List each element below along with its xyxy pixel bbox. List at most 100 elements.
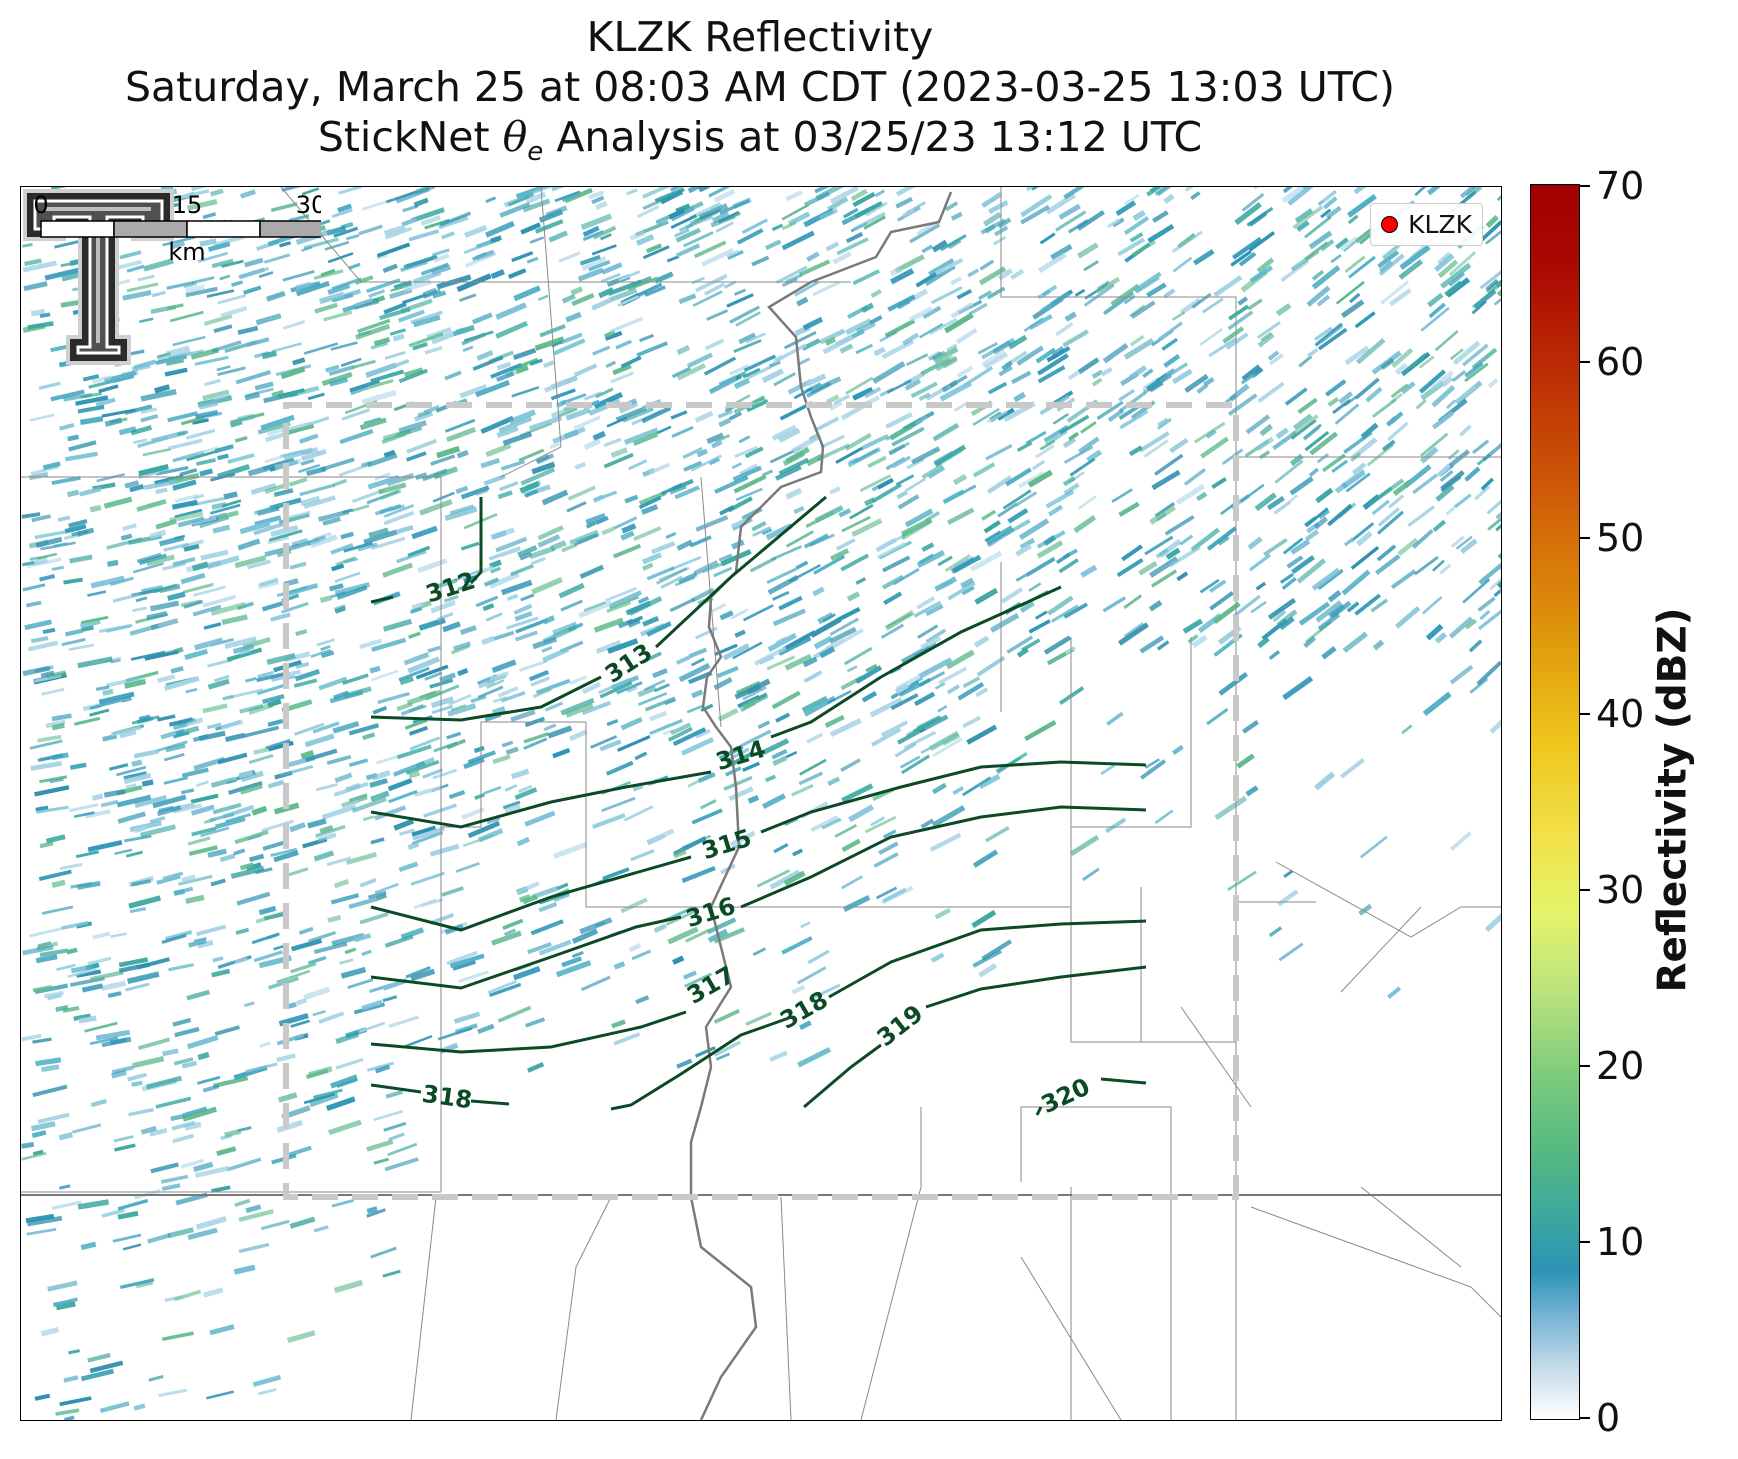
echo-speckle [1020, 194, 1053, 218]
echo-speckle [32, 1084, 68, 1098]
echo-speckle [981, 509, 997, 521]
echo-speckle [955, 327, 978, 345]
echo-speckle [1380, 357, 1395, 370]
echo-speckle [1469, 677, 1489, 694]
echo-speckle [167, 591, 186, 602]
echo-speckle [613, 961, 626, 970]
echo-speckle [1317, 612, 1341, 631]
echo-speckle [110, 658, 121, 664]
echo-speckle [308, 930, 337, 943]
echo-speckle [1282, 537, 1304, 555]
echo-speckle [880, 720, 909, 737]
radar-map[interactable]: 312 313 314 315 316 317 318 319 320 318 … [20, 186, 1502, 1421]
echo-speckle [333, 690, 350, 700]
echo-speckle [61, 637, 86, 647]
echo-speckle [165, 743, 186, 753]
echo-speckle [925, 628, 947, 644]
echo-speckle [259, 577, 279, 587]
echo-speckle [303, 1092, 335, 1105]
echo-speckle [1149, 187, 1181, 194]
echo-speckle [1381, 439, 1396, 452]
echo-speckle [89, 708, 110, 717]
echo-speckle [1199, 578, 1220, 594]
echo-speckle [280, 601, 309, 614]
echo-speckle [771, 545, 803, 561]
echo-speckle [333, 879, 350, 889]
echo-speckle [150, 600, 180, 612]
echo-speckle [819, 646, 836, 659]
echo-speckle [366, 1139, 394, 1152]
echo-speckle [781, 230, 815, 251]
echo-speckle [44, 267, 81, 281]
scale-unit: km [168, 238, 205, 262]
echo-speckle [1184, 373, 1209, 393]
echo-speckle [173, 1057, 194, 1066]
echo-speckle [383, 449, 396, 458]
echo-speckle [1360, 835, 1388, 859]
echo-speckle [682, 446, 703, 459]
echo-speckle [1103, 291, 1135, 316]
echo-speckle [261, 601, 284, 612]
echo-speckle [674, 228, 690, 238]
echo-speckle [427, 645, 441, 653]
echo-speckle [251, 932, 280, 945]
echo-speckle [477, 1023, 495, 1035]
echo-speckle [785, 487, 803, 500]
echo-speckle [382, 618, 413, 632]
echo-speckle [616, 681, 643, 695]
echo-speckle [594, 920, 606, 928]
echo-speckle [22, 583, 46, 592]
echo-speckle [1258, 450, 1271, 460]
echo-speckle [716, 665, 739, 679]
echo-speckle [401, 217, 417, 227]
echo-speckle [335, 1057, 364, 1070]
echo-speckle [167, 1227, 194, 1239]
echo-speckle [51, 476, 81, 485]
echo-speckle [946, 684, 961, 695]
echo-speckle [398, 368, 428, 384]
echo-speckle [492, 696, 508, 704]
echo-speckle [1290, 414, 1319, 437]
echo-speckle [1302, 426, 1320, 441]
echo-speckle [782, 451, 806, 467]
echo-speckle [733, 339, 762, 353]
echo-speckle [900, 754, 930, 775]
echo-speckle [1451, 370, 1467, 383]
echo-speckle [91, 793, 104, 801]
echo-speckle [433, 578, 458, 590]
echo-speckle [685, 928, 711, 943]
echo-speckle [1455, 535, 1473, 550]
contour-label-320: 320 [1037, 1072, 1094, 1119]
echo-speckle [190, 187, 222, 192]
echo-speckle [114, 848, 133, 856]
echo-speckle [390, 284, 407, 293]
echo-speckle [313, 269, 344, 280]
echo-speckle [690, 587, 715, 603]
echo-speckle [307, 392, 325, 401]
echo-speckle [522, 198, 551, 213]
echo-speckle [1372, 639, 1385, 651]
echo-speckle [163, 542, 189, 552]
echo-speckle [832, 628, 864, 649]
echo-speckle [839, 343, 854, 354]
echo-speckle [329, 583, 344, 592]
echo-speckle [1449, 664, 1474, 685]
echo-speckle [1250, 600, 1267, 614]
echo-speckle [188, 938, 207, 948]
echo-speckle [146, 1075, 183, 1090]
echo-speckle [515, 364, 529, 374]
echo-speckle [1297, 397, 1318, 415]
echo-speckle [483, 474, 506, 486]
echo-speckle [870, 816, 886, 827]
echo-speckle [95, 685, 110, 692]
echo-speckle [1388, 494, 1405, 509]
echo-speckle [1340, 299, 1365, 319]
echo-speckle [261, 819, 295, 833]
echo-speckle [64, 523, 87, 534]
echo-speckle [1412, 473, 1438, 495]
echo-speckle [1328, 603, 1346, 619]
echo-speckle [1257, 321, 1281, 339]
echo-speckle [127, 971, 160, 985]
echo-speckle [172, 479, 197, 491]
echo-speckle [1039, 439, 1056, 451]
